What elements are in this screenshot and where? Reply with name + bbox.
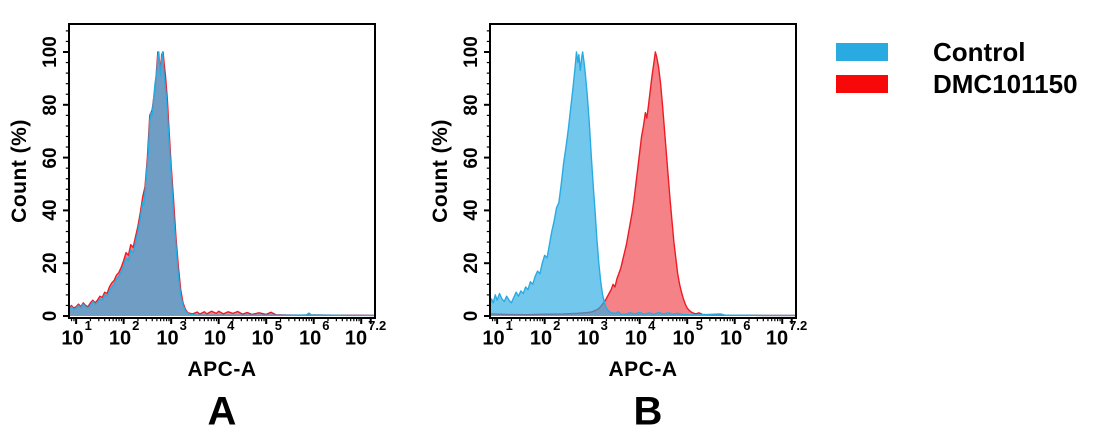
x-tick-base: 10 (298, 327, 322, 350)
histogram-area-dmc101150 (70, 52, 374, 316)
y-tick-label: 0 (461, 310, 482, 322)
histogram-area-dmc101150 (491, 52, 795, 316)
y-axis-title-b: Count (%) (429, 119, 452, 223)
x-tick-label: 105 (251, 318, 281, 350)
plot-canvas (484, 23, 797, 324)
histogram-area-control (70, 52, 374, 316)
panel-label-b: B (633, 389, 663, 434)
x-tick-exponent: 4 (648, 318, 656, 333)
plot-frame (489, 23, 797, 319)
x-tick-base: 10 (61, 327, 84, 350)
y-tick-label: 100 (40, 36, 61, 68)
histogram-outline-control (70, 51, 374, 317)
x-tick-exponent: 2 (553, 318, 561, 333)
y-tick-label: 100 (461, 36, 482, 68)
panel-label-a: A (207, 389, 237, 434)
y-tick-label: 40 (461, 199, 482, 221)
x-tick-base: 10 (719, 327, 743, 350)
legend-swatch-dmc101150 (836, 75, 888, 93)
x-tick-exponent: 4 (227, 318, 235, 333)
x-tick-base: 10 (624, 327, 648, 350)
y-tick-label: 40 (40, 199, 61, 221)
y-tick-label: 20 (461, 252, 482, 274)
y-tick-label: 80 (461, 94, 482, 116)
x-tick-exponent: 7.2 (368, 318, 387, 333)
x-axis-title-a: APC-A (187, 358, 257, 381)
legend-label-dmc101150: DMC101150 (933, 69, 1078, 99)
x-tick-label: 102 (108, 318, 139, 350)
x-tick-label: 107.2 (765, 318, 807, 350)
x-tick-exponent: 3 (179, 318, 187, 333)
x-tick-exponent: 5 (695, 318, 703, 333)
x-tick-label: 107.2 (344, 318, 386, 350)
x-axis-title-b: APC-A (608, 358, 678, 381)
x-tick-exponent: 5 (274, 318, 282, 333)
plot-canvas (63, 23, 376, 324)
x-tick-exponent: 1 (84, 318, 92, 333)
histogram-plot-b (478, 18, 808, 335)
histogram-area-control (491, 52, 795, 316)
x-tick-exponent: 6 (743, 318, 751, 333)
x-tick-label: 101 (61, 318, 91, 350)
y-tick-label: 60 (461, 147, 482, 169)
x-tick-base: 10 (108, 327, 132, 350)
x-tick-label: 102 (529, 318, 560, 350)
x-tick-exponent: 2 (132, 318, 140, 333)
x-tick-label: 101 (482, 318, 512, 350)
x-tick-base: 10 (251, 327, 274, 350)
y-tick-label: 0 (40, 310, 61, 322)
plot-frame (68, 23, 376, 319)
x-tick-label: 104 (203, 318, 234, 350)
x-tick-exponent: 3 (600, 318, 608, 333)
x-tick-base: 10 (203, 327, 227, 350)
x-tick-label: 103 (156, 318, 186, 350)
histogram-plot-a (57, 18, 387, 335)
y-tick-label: 80 (40, 94, 61, 116)
x-tick-label: 105 (672, 318, 702, 350)
x-tick-label: 106 (298, 318, 329, 350)
x-tick-base: 10 (482, 327, 505, 350)
histogram-outline-control (491, 51, 795, 317)
x-tick-base: 10 (672, 327, 695, 350)
y-tick-label: 60 (40, 147, 61, 169)
x-tick-label: 103 (577, 318, 607, 350)
x-tick-exponent: 7.2 (789, 318, 808, 333)
legend-swatch-control (836, 43, 888, 61)
x-tick-label: 106 (719, 318, 750, 350)
legend-label-control: Control (933, 37, 1026, 67)
x-tick-base: 10 (577, 327, 600, 350)
y-axis-title-a: Count (%) (8, 119, 31, 223)
x-tick-label: 104 (624, 318, 655, 350)
x-tick-base: 10 (156, 327, 179, 350)
x-tick-base: 10 (765, 327, 789, 350)
x-tick-base: 10 (344, 327, 368, 350)
y-tick-label: 20 (40, 252, 61, 274)
x-tick-exponent: 1 (505, 318, 513, 333)
x-tick-exponent: 6 (322, 318, 330, 333)
histogram-outline-dmc101150 (70, 51, 374, 317)
x-tick-base: 10 (529, 327, 553, 350)
